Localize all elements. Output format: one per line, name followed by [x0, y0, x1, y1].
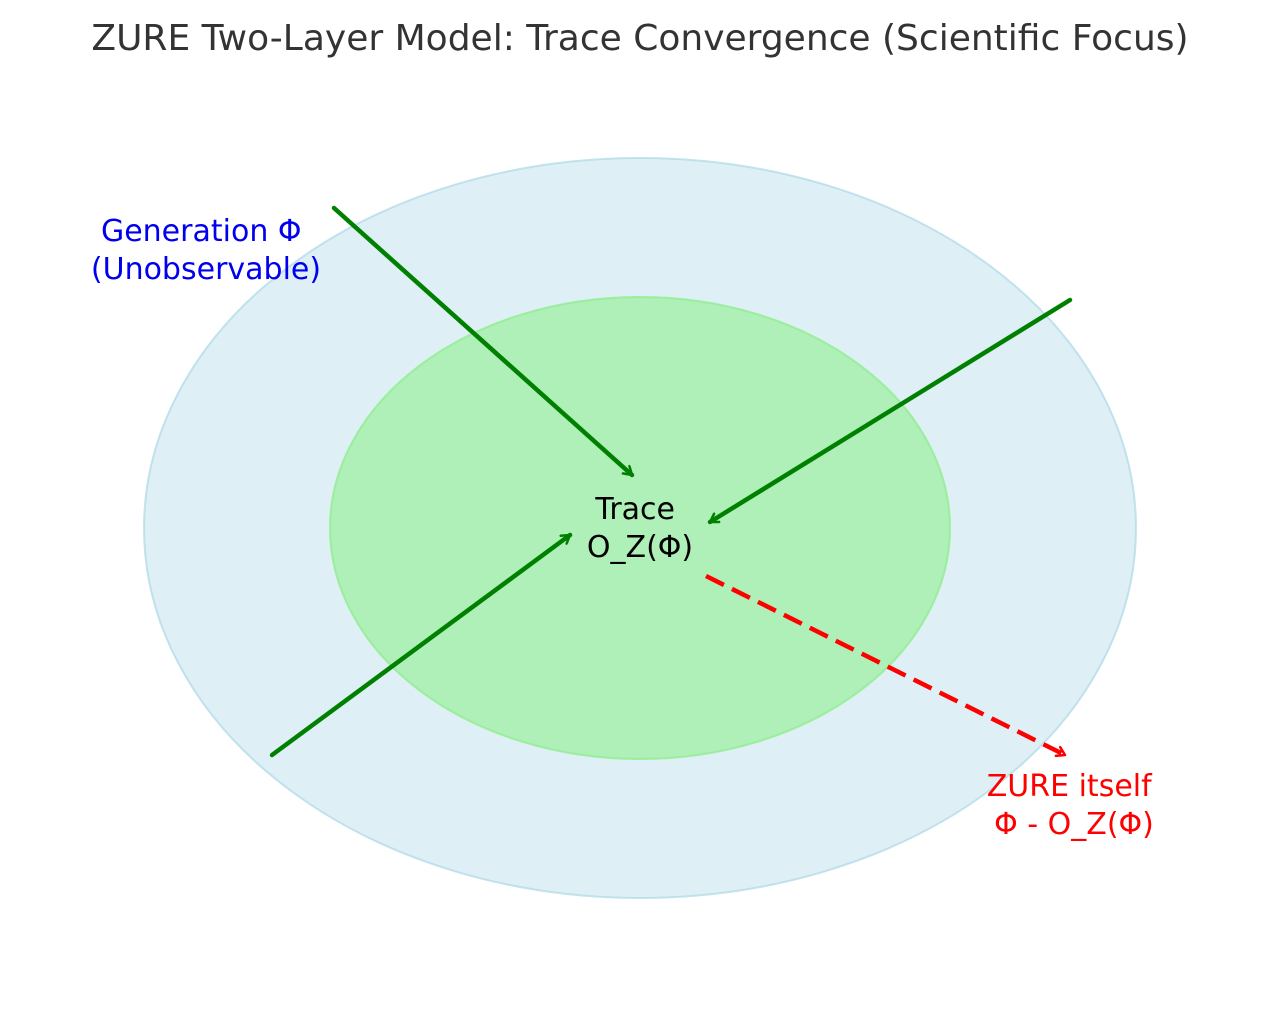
generation-label-line2: (Unobservable) — [91, 252, 321, 287]
inner-trace-ellipse — [329, 296, 951, 760]
zure-label-line2: Φ - O_Z(Φ) — [994, 807, 1154, 842]
convergence-arrow-bottom-left — [269, 532, 573, 758]
zure-label-line1: ZURE itself — [987, 769, 1153, 804]
convergence-arrow-top-left — [331, 205, 635, 478]
zure-label: ZURE itself Φ - O_Z(Φ) — [987, 769, 1161, 842]
generation-label-line1: Generation Φ — [101, 214, 302, 249]
zure-residual-arrow — [704, 573, 1065, 755]
diagram-title: ZURE Two-Layer Model: Trace Convergence … — [91, 18, 1188, 59]
trace-label-line1: Trace — [594, 492, 675, 527]
generation-label: Generation Φ (Unobservable) — [91, 214, 321, 287]
trace-label-line2: O_Z(Φ) — [587, 530, 693, 565]
convergence-arrow-top-right — [707, 297, 1073, 525]
trace-label: Trace O_Z(Φ) — [587, 492, 693, 565]
